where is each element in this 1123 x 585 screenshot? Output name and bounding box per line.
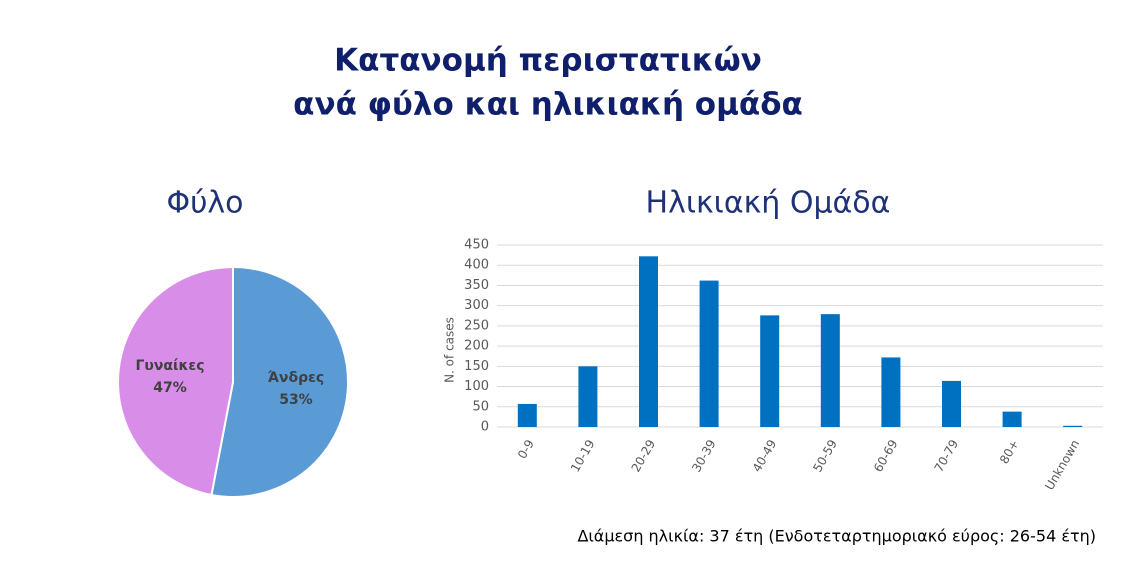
bar [1063, 425, 1083, 427]
y-tick-label: 250 [464, 318, 489, 333]
x-tick-label: 60-69 [871, 437, 901, 474]
bar [820, 314, 840, 427]
bar [699, 280, 719, 427]
pie-slice [117, 265, 234, 497]
slice-label: Γυναίκες [136, 358, 205, 374]
bar [639, 256, 658, 427]
x-tick-label: 70-79 [932, 437, 962, 474]
pie-slice [210, 265, 349, 498]
y-tick-label: 350 [464, 278, 489, 293]
x-tick-label: 40-49 [750, 437, 780, 474]
x-tick-label: 0-9 [515, 437, 537, 461]
slice-value: 47% [153, 380, 187, 396]
bar [881, 357, 901, 427]
y-tick-label: 0 [481, 420, 489, 435]
y-tick-label: 200 [464, 339, 489, 354]
bar [517, 403, 537, 427]
bar [760, 315, 780, 427]
slide-title: ανά φύλο και ηλικιακή ομάδα [293, 87, 803, 123]
bar [942, 380, 961, 427]
y-tick-label: 300 [464, 298, 489, 313]
bar [578, 366, 598, 427]
x-tick-label: 80+ [997, 437, 1022, 466]
y-axis-label: N. of cases [443, 317, 457, 383]
x-tick-label: 10-19 [568, 437, 598, 474]
chart-title: Ηλικιακή Ομάδα [646, 186, 891, 221]
slide-title: Κατανομή περιστατικών [334, 43, 762, 79]
x-tick-label: 50-59 [810, 437, 840, 474]
x-tick-label: Unknown [1042, 437, 1082, 492]
chart-title: Φύλο [166, 186, 243, 221]
x-tick-label: 20-29 [629, 437, 659, 474]
y-tick-label: 400 [464, 258, 489, 273]
bar [1002, 411, 1022, 427]
y-tick-label: 100 [464, 379, 489, 394]
y-tick-label: 450 [464, 238, 489, 253]
note: Διάμεση ηλικία: 37 έτη (Ενδοτεταρτημορια… [577, 527, 1096, 546]
slice-label: Άνδρες [268, 370, 324, 386]
x-tick-label: 30-39 [689, 437, 719, 474]
slice-value: 53% [279, 392, 313, 408]
y-tick-label: 150 [464, 359, 489, 374]
y-tick-label: 50 [472, 399, 489, 414]
